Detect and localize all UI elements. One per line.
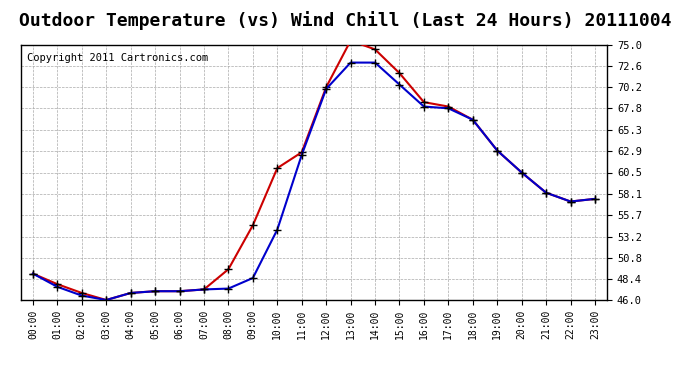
Text: Copyright 2011 Cartronics.com: Copyright 2011 Cartronics.com	[26, 53, 208, 63]
Text: Outdoor Temperature (vs) Wind Chill (Last 24 Hours) 20111004: Outdoor Temperature (vs) Wind Chill (Las…	[19, 11, 671, 30]
